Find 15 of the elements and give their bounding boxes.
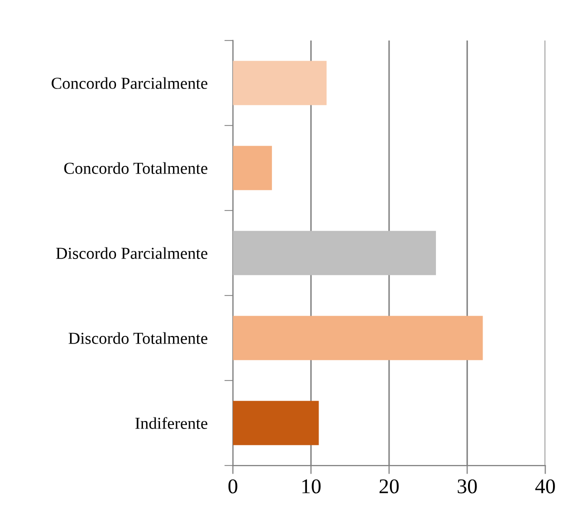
y-tick-label: Discordo Totalmente (68, 332, 208, 344)
y-tick-label: Concordo Parcialmente (52, 77, 208, 89)
x-tick-label: 10 (302, 479, 321, 494)
y-tick-label: Indiferente (135, 417, 208, 429)
x-tick-label: 40 (535, 479, 555, 494)
bar (232, 60, 327, 106)
x-tick-label: 20 (380, 479, 399, 494)
x-tick-label: 0 (228, 479, 238, 494)
bar (232, 230, 436, 276)
y-tick-label: Discordo Parcialmente (56, 247, 208, 259)
bar (232, 400, 319, 446)
bar (232, 146, 272, 190)
x-tick-label: 30 (458, 479, 477, 494)
y-tick-label: Concordo Totalmente (64, 162, 208, 174)
bar (232, 316, 483, 360)
